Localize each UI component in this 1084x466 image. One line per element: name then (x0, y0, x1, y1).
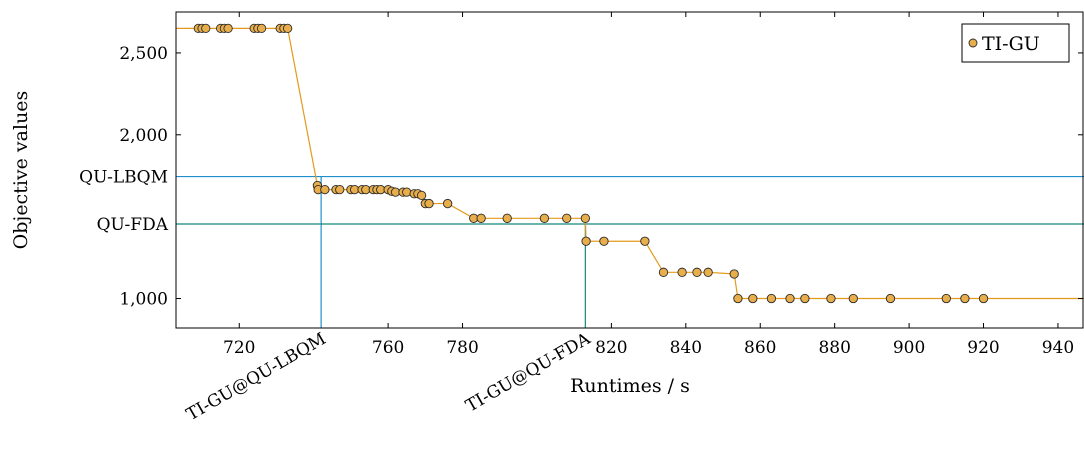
data-point (256, 23, 267, 34)
data-point (580, 213, 590, 223)
legend-series-label: TI-GU (982, 33, 1040, 55)
y-tick-label: 2,000 (119, 126, 168, 146)
data-point (729, 269, 739, 279)
data-point (320, 184, 330, 195)
y-axis-ticks: 1,000 2,000 2,500 (119, 44, 1083, 310)
reference-x-label: TI-GU@QU-FDA (462, 329, 594, 417)
data-point (677, 267, 687, 277)
reference-y-label: QU-FDA (97, 215, 169, 235)
data-point (941, 293, 951, 304)
data-point (416, 190, 427, 201)
reference-lines (176, 175, 1084, 328)
data-point (733, 293, 743, 304)
data-point (800, 293, 810, 304)
data-point (562, 213, 572, 223)
y-tick-label: 2,500 (119, 44, 168, 64)
data-point (885, 293, 896, 304)
data-point (282, 23, 293, 34)
data-point (692, 267, 702, 277)
x-tick-label: 940 (1042, 338, 1074, 358)
reference-x-label: TI-GU@QU-LBQM (183, 329, 329, 425)
x-tick-label: 920 (967, 338, 999, 358)
y-tick-label: 1,000 (119, 290, 168, 310)
series-line (176, 27, 1084, 300)
data-point (201, 23, 211, 34)
x-tick-label: 720 (223, 338, 255, 358)
reference-y-label: QU-LBQM (79, 168, 168, 188)
data-point (581, 236, 591, 246)
data-point (658, 267, 669, 277)
x-tick-label: 840 (670, 338, 702, 358)
x-tick-label: 900 (893, 338, 925, 358)
x-axis-label: Runtimes / s (570, 375, 690, 397)
legend-box (961, 23, 1070, 63)
legend-marker (968, 38, 978, 48)
data-point (640, 236, 650, 246)
legend: TI-GU (961, 23, 1070, 63)
data-point (424, 198, 434, 209)
data-point (539, 213, 550, 223)
data-point (443, 198, 453, 209)
x-tick-label: 780 (446, 338, 478, 358)
x-tick-label: 880 (818, 338, 850, 358)
data-point (599, 236, 609, 246)
data-point (335, 184, 345, 195)
data-point (223, 23, 233, 34)
data-point (476, 213, 486, 223)
data-point (502, 213, 512, 223)
y-axis-label: Objective values (10, 91, 32, 250)
x-tick-label: 820 (595, 338, 627, 358)
x-tick-label: 760 (372, 338, 404, 358)
data-point (748, 293, 758, 304)
plot-frame (175, 11, 1084, 329)
data-point (826, 293, 836, 304)
data-point (960, 293, 970, 304)
data-point (978, 293, 989, 304)
data-point (402, 187, 412, 197)
data-point (848, 293, 858, 304)
data-point (785, 293, 795, 304)
x-tick-label: 860 (744, 338, 776, 358)
data-point (766, 293, 777, 304)
data-point (703, 267, 713, 277)
series-layer (176, 23, 1084, 304)
x-axis-ticks: 720 760 780 820 840 860 880 900 920 940 (223, 12, 1074, 358)
